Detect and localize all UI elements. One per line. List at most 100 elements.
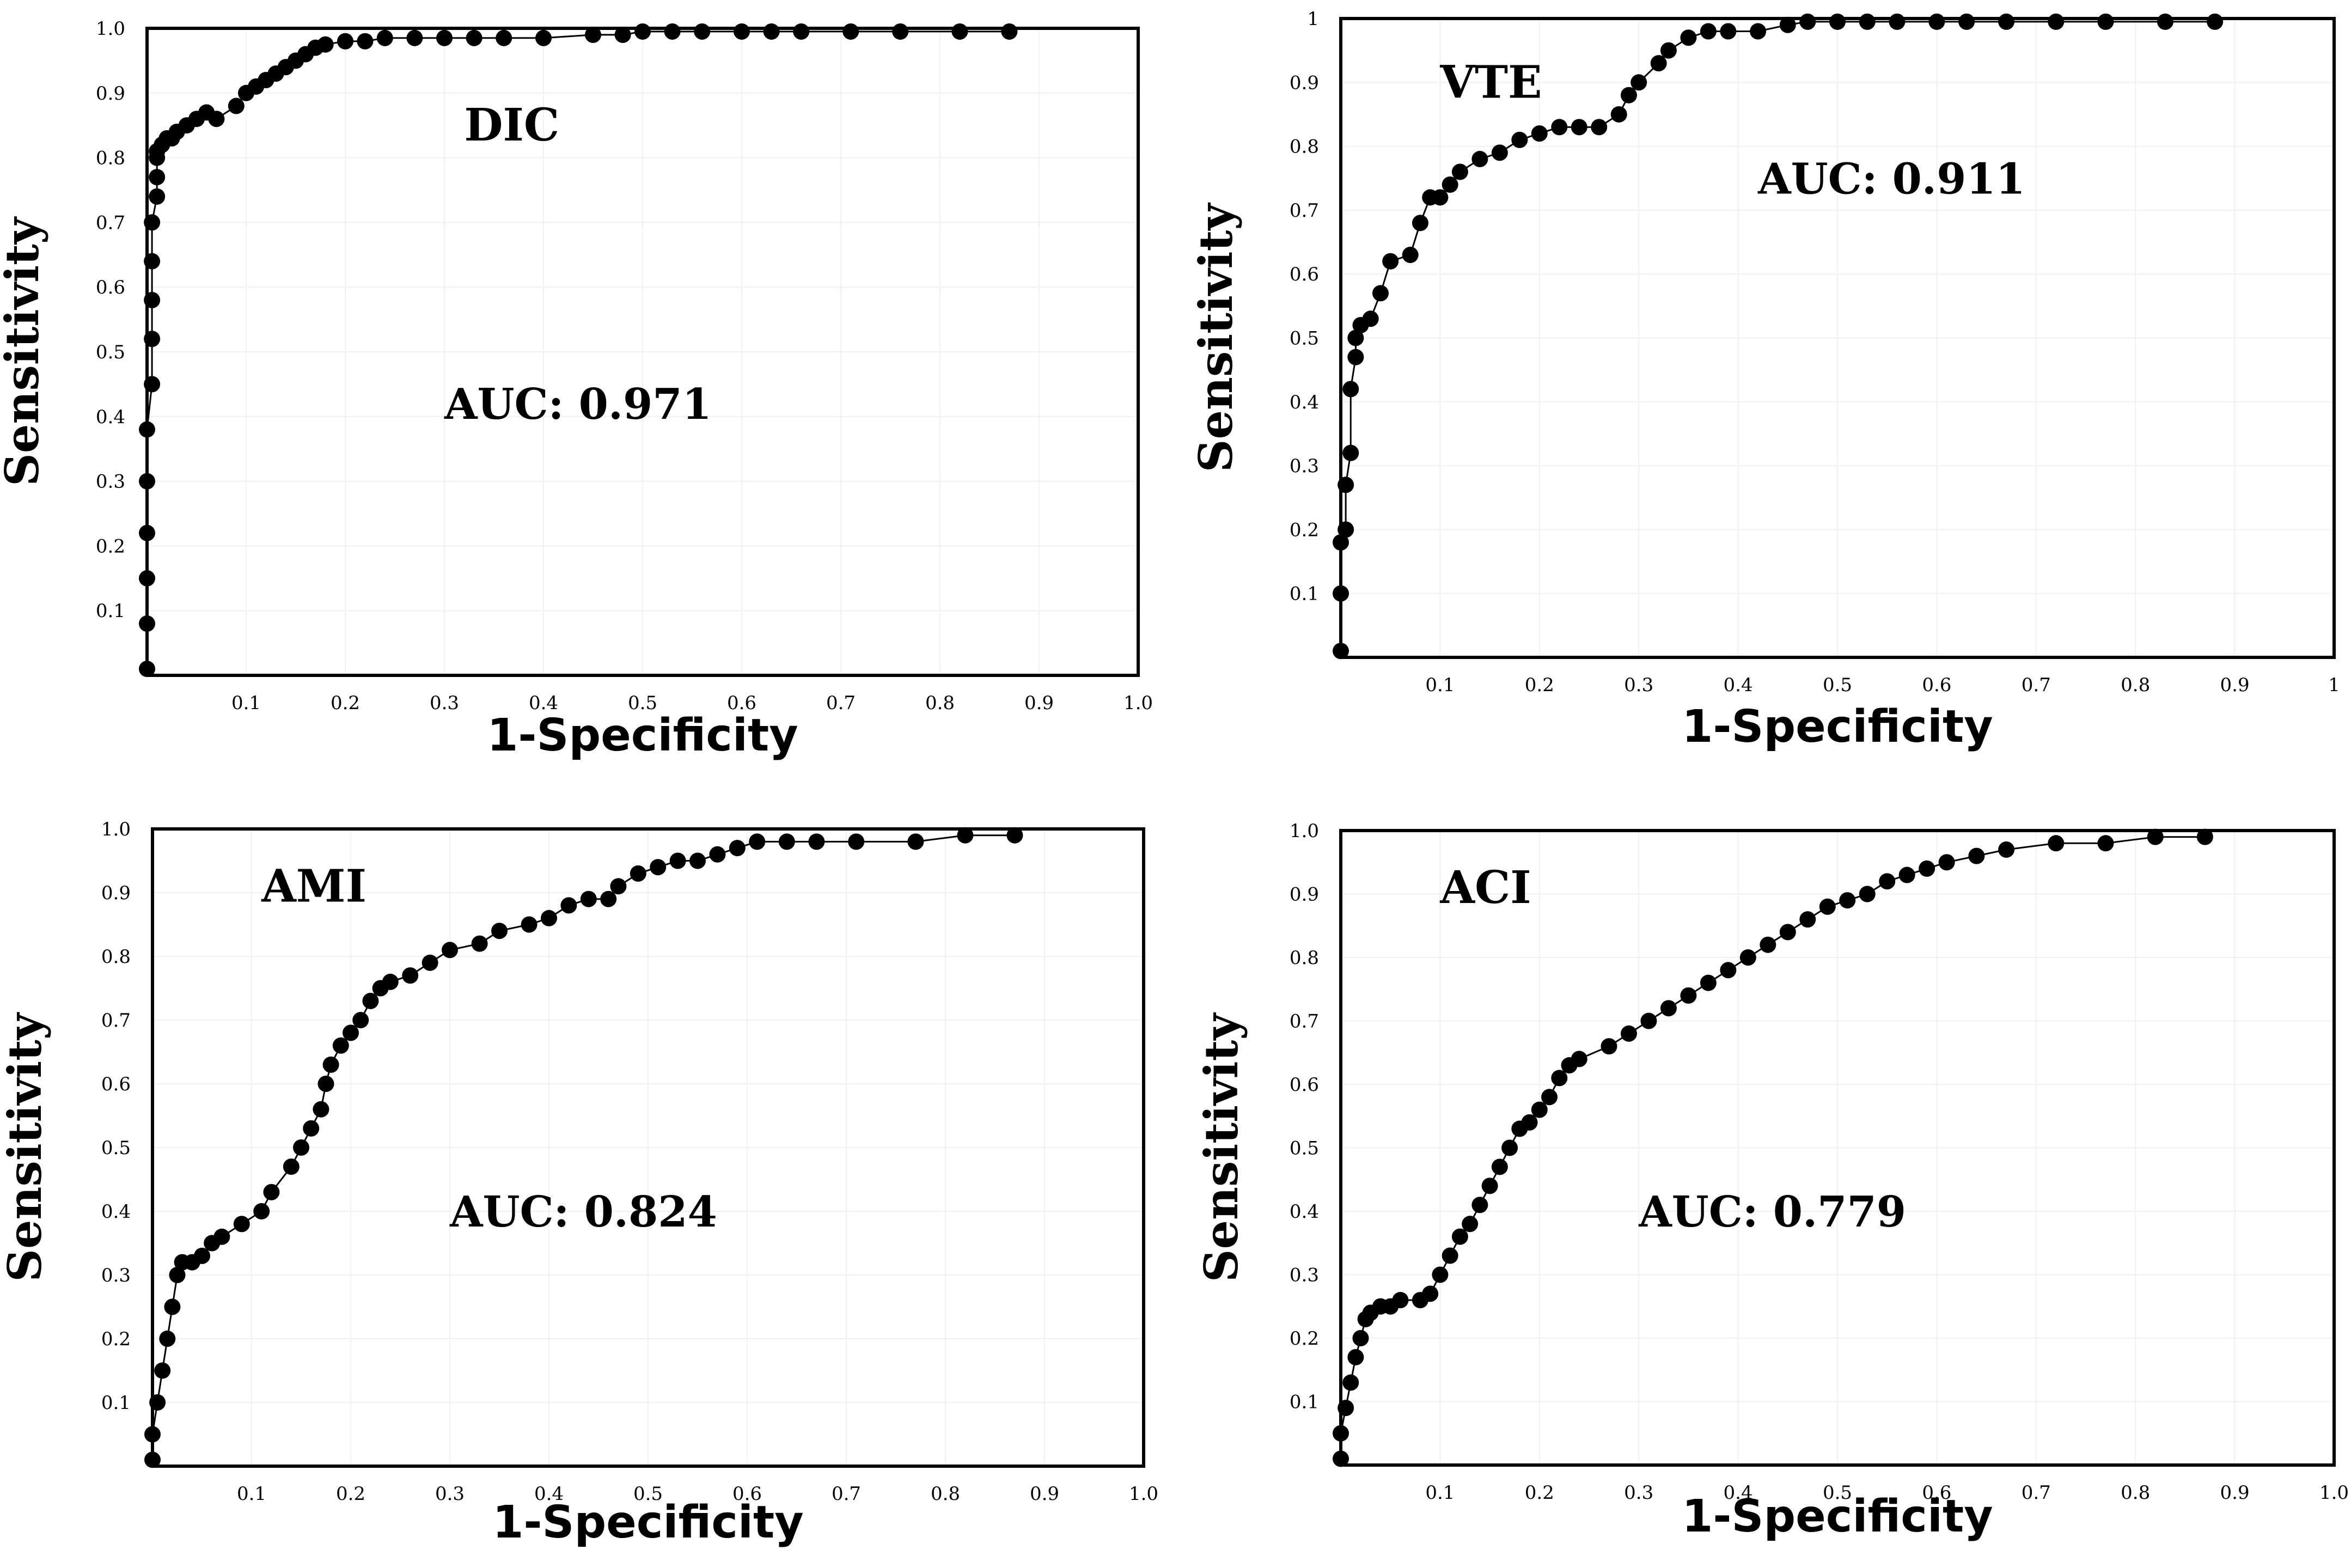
vte-x-tick-label: 0.5 bbox=[1823, 674, 1852, 696]
dic-y-tick-label: 1.0 bbox=[96, 18, 125, 40]
ami-roc-point bbox=[283, 1158, 300, 1175]
dic-y-tick-label: 0.7 bbox=[96, 212, 125, 234]
dic-roc-point bbox=[535, 29, 552, 46]
vte-roc-point bbox=[1998, 13, 2015, 30]
ami-roc-point bbox=[169, 1267, 186, 1283]
vte-y-tick-label: 0.1 bbox=[1290, 583, 1319, 605]
dic-y-tick-label: 0.4 bbox=[96, 406, 125, 428]
dic-roc-point bbox=[734, 23, 750, 40]
ami-y-axis-title: Sensitivity bbox=[0, 1012, 52, 1282]
ami-roc-point bbox=[194, 1247, 210, 1264]
dic-y-tick-label: 0.1 bbox=[96, 600, 125, 622]
ami-roc-point bbox=[848, 833, 865, 850]
ami-roc-point bbox=[689, 852, 706, 869]
ami-roc-point bbox=[521, 916, 538, 933]
aci-roc-point bbox=[1432, 1266, 1449, 1283]
vte-roc-point bbox=[2157, 13, 2173, 30]
vte-y-tick-label: 0.2 bbox=[1290, 519, 1319, 541]
dic-roc-point bbox=[951, 23, 968, 40]
vte-roc-point bbox=[1571, 119, 1587, 136]
aci-roc-point bbox=[1338, 1400, 1354, 1417]
vte-roc-point bbox=[1750, 23, 1767, 40]
aci-roc-point bbox=[1352, 1330, 1369, 1346]
aci-y-tick-label: 0.4 bbox=[1290, 1201, 1319, 1223]
aci-x-tick-label: 1.0 bbox=[2319, 1482, 2349, 1504]
vte-roc-point bbox=[1342, 444, 1359, 461]
ami-roc-point bbox=[1006, 827, 1023, 844]
vte-roc-point bbox=[1779, 16, 1796, 33]
ami-roc-point bbox=[491, 923, 508, 939]
aci-roc-point bbox=[1879, 873, 1896, 890]
aci-roc-point bbox=[1998, 841, 2015, 858]
ami-x-tick-label: 0.5 bbox=[633, 1483, 663, 1505]
aci-roc-point bbox=[1898, 867, 1915, 883]
vte-y-tick-label: 0.4 bbox=[1290, 392, 1319, 413]
aci-roc-point bbox=[2097, 835, 2114, 852]
aci-roc-point bbox=[1392, 1292, 1409, 1309]
ami-panel-title: AMI bbox=[261, 860, 367, 912]
vte-x-tick-label: 0.1 bbox=[1425, 674, 1455, 696]
vte-roc-point bbox=[1372, 285, 1389, 302]
ami-roc-point bbox=[159, 1331, 176, 1347]
ami-y-tick-label: 1.0 bbox=[101, 819, 131, 840]
vte-roc-point bbox=[2097, 13, 2114, 30]
ami-roc-point bbox=[650, 859, 667, 876]
ami-y-tick-label: 0.8 bbox=[101, 946, 131, 968]
ami-roc-point bbox=[560, 897, 577, 914]
vte-x-tick-label: 0.3 bbox=[1624, 674, 1653, 696]
ami-roc-point bbox=[600, 890, 617, 907]
ami-roc-point bbox=[749, 833, 766, 850]
vte-roc-point bbox=[1620, 87, 1637, 103]
vte-x-tick-label: 0.4 bbox=[1724, 674, 1753, 696]
ami-roc-point bbox=[610, 878, 627, 895]
dic-roc-point bbox=[139, 570, 155, 587]
dic-roc-point bbox=[139, 421, 155, 438]
dic-roc-point bbox=[317, 36, 334, 53]
aci-roc-point bbox=[1531, 1101, 1548, 1118]
aci-x-tick-label: 0.1 bbox=[1425, 1482, 1455, 1504]
vte-roc-point bbox=[1958, 13, 1975, 30]
vte-y-axis-title: Sensitivity bbox=[1189, 203, 1243, 473]
aci-y-tick-label: 0.6 bbox=[1290, 1074, 1319, 1096]
aci-roc-point bbox=[1919, 860, 1935, 877]
dic-roc-point bbox=[664, 23, 681, 40]
dic-roc-point bbox=[585, 26, 601, 43]
aci-x-tick-label: 0.3 bbox=[1624, 1482, 1653, 1504]
aci-x-tick-label: 0.8 bbox=[2121, 1482, 2150, 1504]
aci-y-tick-label: 0.9 bbox=[1290, 884, 1319, 906]
vte-y-tick-label: 0.5 bbox=[1290, 328, 1319, 350]
ami-roc-point bbox=[253, 1203, 270, 1219]
dic-y-axis-title: Sensitivity bbox=[0, 216, 49, 486]
vte-roc-point bbox=[1700, 23, 1717, 40]
dic-roc-point bbox=[139, 661, 155, 678]
ami-y-tick-label: 0.2 bbox=[101, 1328, 131, 1350]
aci-plot-frame bbox=[1339, 829, 2336, 1467]
ami-roc-point bbox=[471, 935, 488, 952]
dic-roc-point bbox=[1001, 23, 1018, 40]
dic-x-tick-label: 0.7 bbox=[826, 692, 856, 714]
vte-roc-point bbox=[1412, 215, 1428, 231]
ami-roc-point bbox=[669, 852, 686, 869]
dic-roc-point bbox=[634, 23, 651, 40]
ami-roc-point bbox=[149, 1394, 166, 1411]
dic-x-tick-label: 1.0 bbox=[1123, 692, 1153, 714]
dic-roc-point bbox=[436, 29, 453, 46]
ami-x-tick-label: 0.6 bbox=[732, 1483, 762, 1505]
vte-roc-point bbox=[1333, 585, 1349, 602]
aci-roc-point bbox=[1739, 949, 1756, 966]
vte-x-tick-label: 0.7 bbox=[2022, 674, 2051, 696]
dic-roc-point bbox=[892, 23, 909, 40]
aci-roc-point bbox=[2147, 828, 2164, 845]
vte-roc-point bbox=[1347, 349, 1364, 365]
aci-roc-point bbox=[1333, 1450, 1349, 1467]
aci-roc-point bbox=[1491, 1158, 1508, 1175]
aci-y-tick-label: 0.1 bbox=[1290, 1392, 1319, 1413]
aci-roc-point bbox=[1571, 1051, 1587, 1067]
vte-roc-point bbox=[1610, 106, 1627, 123]
aci-roc-panel: 0.1 0.2 0.3 0.4 0.5 0.6 0.7 0.8 0.9 1.0 0.1 0.2 0.3 0… bbox=[1194, 820, 2349, 1542]
dic-x-tick-label: 0.8 bbox=[925, 692, 955, 714]
dic-roc-point bbox=[144, 331, 161, 347]
vte-roc-point bbox=[1442, 176, 1458, 193]
ami-roc-point bbox=[729, 840, 746, 857]
dic-y-tick-label: 0.6 bbox=[96, 277, 125, 298]
